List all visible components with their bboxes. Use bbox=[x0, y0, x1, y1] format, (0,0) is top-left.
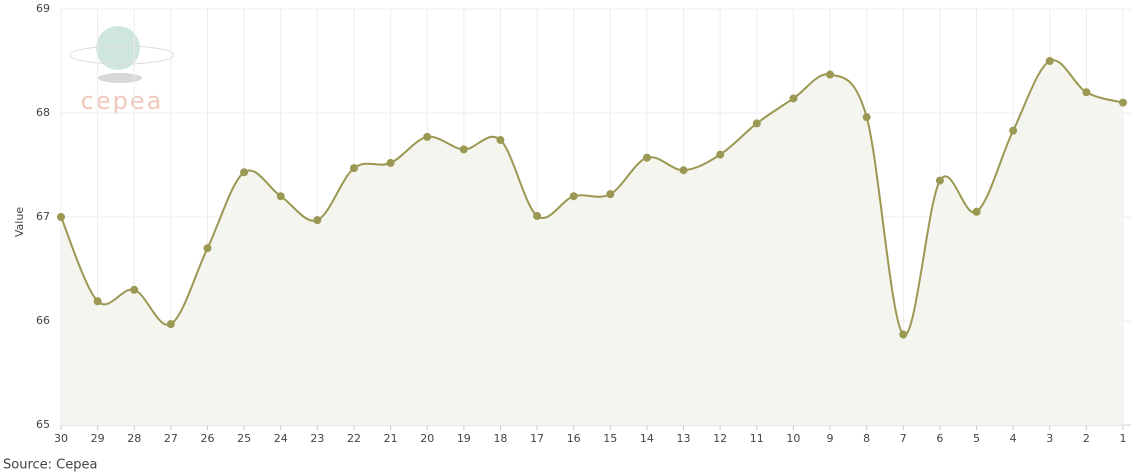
y-axis-label: Value bbox=[13, 207, 26, 237]
x-tick-label: 14 bbox=[640, 432, 654, 445]
point bbox=[972, 207, 981, 216]
x-tick-label: 9 bbox=[827, 432, 834, 445]
point bbox=[752, 119, 761, 128]
x-tick-label: 2 bbox=[1083, 432, 1090, 445]
point bbox=[57, 213, 65, 221]
x-tick-label: 12 bbox=[713, 432, 727, 445]
x-tick-label: 10 bbox=[786, 432, 800, 445]
point bbox=[716, 150, 725, 159]
x-tick-label: 6 bbox=[936, 432, 943, 445]
logo-orbit bbox=[69, 45, 175, 65]
x-tick-label: 16 bbox=[567, 432, 581, 445]
x-tick-label: 23 bbox=[310, 432, 324, 445]
y-tick-label: 66 bbox=[36, 314, 50, 327]
y-tick-label: 68 bbox=[36, 106, 50, 119]
point bbox=[386, 158, 395, 167]
y-tick-label: 65 bbox=[36, 418, 50, 431]
point bbox=[533, 211, 542, 220]
x-tick-label: 24 bbox=[274, 432, 288, 445]
point bbox=[166, 320, 175, 329]
point bbox=[203, 244, 212, 253]
point bbox=[789, 94, 798, 103]
point bbox=[679, 166, 688, 175]
x-tick-label: 7 bbox=[900, 432, 907, 445]
point bbox=[130, 285, 139, 294]
x-tick-label: 21 bbox=[384, 432, 398, 445]
point bbox=[862, 113, 871, 122]
point bbox=[313, 216, 322, 225]
point bbox=[349, 164, 358, 173]
point bbox=[606, 190, 615, 199]
point bbox=[459, 145, 468, 154]
point bbox=[423, 132, 432, 141]
point bbox=[93, 297, 102, 306]
x-tick-label: 25 bbox=[237, 432, 251, 445]
y-tick-label: 69 bbox=[36, 2, 50, 15]
x-tick-label: 17 bbox=[530, 432, 544, 445]
x-tick-label: 29 bbox=[91, 432, 105, 445]
x-tick-label: 22 bbox=[347, 432, 361, 445]
area bbox=[61, 60, 1123, 425]
point bbox=[1045, 57, 1054, 65]
x-tick-label: 27 bbox=[164, 432, 178, 445]
point bbox=[1119, 98, 1127, 107]
logo-shadow bbox=[98, 73, 142, 83]
point bbox=[1009, 126, 1018, 135]
y-tick-label: 67 bbox=[36, 210, 50, 223]
logo-text: cepea bbox=[81, 87, 164, 115]
x-tick-label: 4 bbox=[1010, 432, 1017, 445]
x-tick-label: 28 bbox=[127, 432, 141, 445]
x-tick-label: 26 bbox=[200, 432, 214, 445]
point bbox=[642, 153, 651, 162]
x-tick-label: 5 bbox=[973, 432, 980, 445]
point bbox=[276, 192, 285, 201]
logo: cepea bbox=[69, 26, 175, 115]
x-tick-label: 11 bbox=[750, 432, 764, 445]
x-tick-label: 18 bbox=[493, 432, 507, 445]
point bbox=[240, 168, 249, 177]
x-tick-label: 1 bbox=[1120, 432, 1127, 445]
source: Source: Cepea bbox=[3, 458, 97, 473]
x-tick-label: 8 bbox=[863, 432, 870, 445]
point bbox=[899, 330, 908, 339]
x-tick-label: 3 bbox=[1046, 432, 1053, 445]
logo-globe bbox=[96, 26, 140, 70]
x-tick-label: 19 bbox=[457, 432, 471, 445]
x-tick-label: 13 bbox=[677, 432, 691, 445]
x-tick-label: 20 bbox=[420, 432, 434, 445]
point bbox=[826, 70, 835, 79]
point bbox=[496, 136, 505, 145]
x-tick-label: 30 bbox=[54, 432, 68, 445]
point bbox=[935, 176, 944, 185]
point bbox=[569, 192, 578, 201]
x-tick-label: 15 bbox=[603, 432, 617, 445]
point bbox=[1082, 88, 1091, 97]
